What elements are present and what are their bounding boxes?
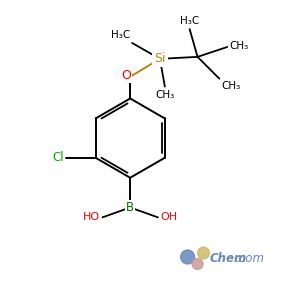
Text: Si: Si	[154, 52, 166, 65]
Text: HO: HO	[83, 212, 100, 222]
Text: CH₃: CH₃	[221, 81, 241, 91]
Circle shape	[198, 247, 209, 259]
Text: OH: OH	[160, 212, 177, 222]
Text: Chem: Chem	[209, 253, 247, 266]
Text: Cl: Cl	[52, 152, 64, 164]
Text: H₃C: H₃C	[111, 30, 130, 40]
Text: H₃C: H₃C	[180, 16, 199, 26]
Circle shape	[181, 250, 195, 264]
Text: O: O	[121, 69, 131, 82]
Text: CH₃: CH₃	[155, 90, 175, 100]
Text: B: B	[126, 201, 134, 214]
Circle shape	[192, 259, 203, 269]
Text: .com: .com	[235, 253, 264, 266]
Text: CH₃: CH₃	[229, 41, 248, 51]
